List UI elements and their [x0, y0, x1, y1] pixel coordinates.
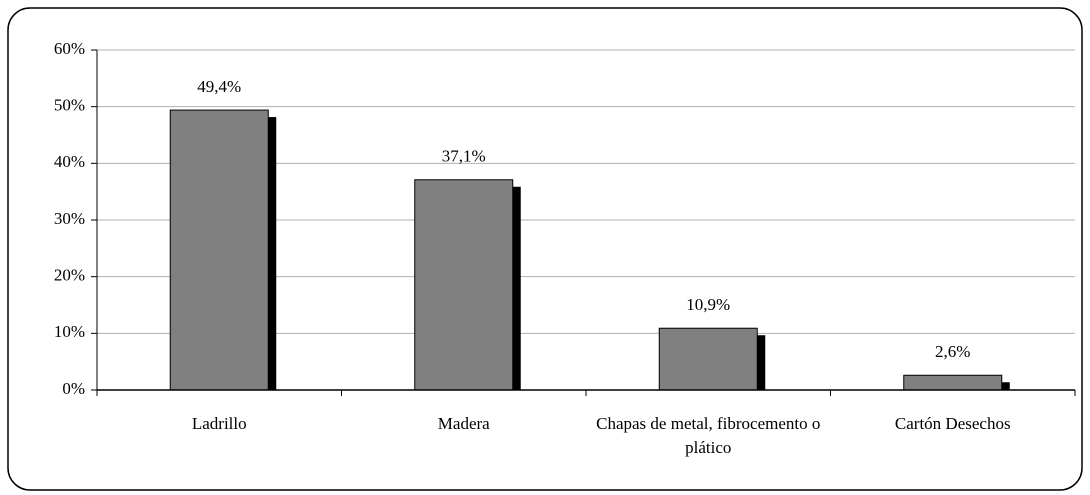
data-label: 2,6% — [935, 342, 970, 361]
data-label: 37,1% — [442, 147, 486, 166]
y-tick-label: 50% — [54, 96, 85, 115]
bar — [414, 179, 514, 391]
x-tick-label: Chapas de metal, fibrocemento o plático — [596, 414, 821, 457]
x-tick-label: Cartón Desechos — [894, 414, 1011, 433]
y-tick-label: 40% — [54, 152, 85, 171]
y-tick-label: 10% — [54, 322, 85, 341]
bar — [658, 327, 758, 391]
bar — [169, 109, 269, 391]
y-tick-label: 0% — [62, 379, 85, 398]
bar — [903, 374, 1003, 391]
y-tick-label: 30% — [54, 209, 85, 228]
chart-border — [7, 7, 1083, 491]
x-tick-label: Ladrillo — [191, 414, 247, 433]
x-tick-label: Madera — [437, 414, 490, 433]
y-tick-label: 20% — [54, 266, 85, 285]
data-label: 49,4% — [197, 77, 241, 96]
y-tick-label: 60% — [54, 39, 85, 58]
data-label: 10,9% — [686, 295, 730, 314]
